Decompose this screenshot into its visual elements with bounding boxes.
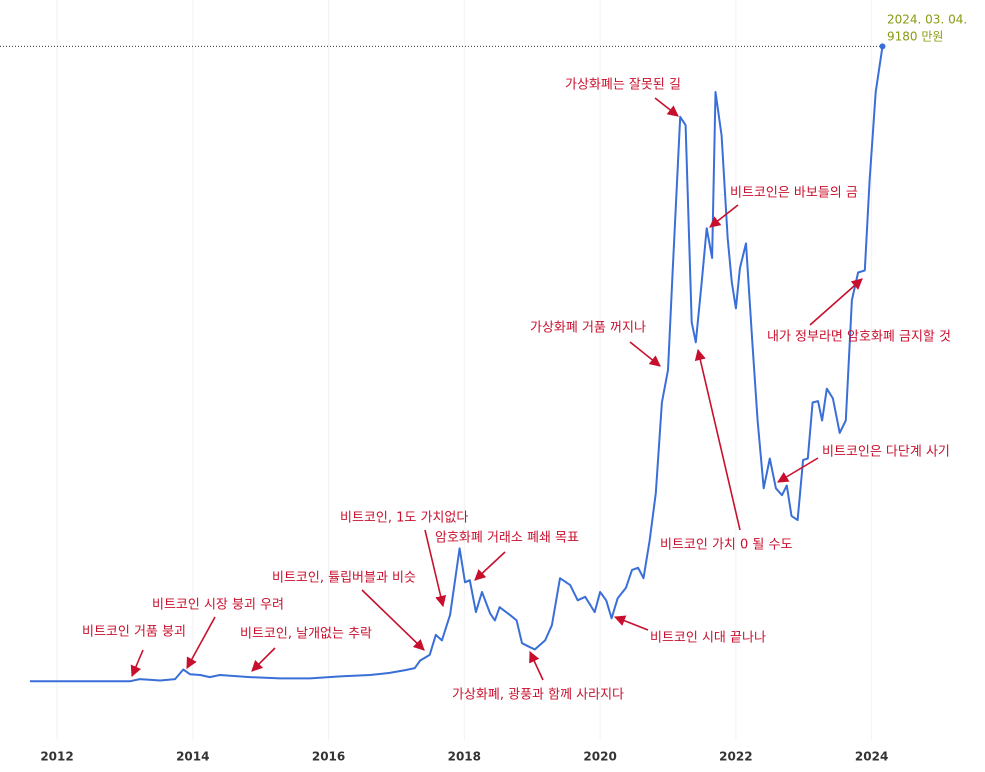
annotation: 내가 정부라면 암호화폐 금지할 것 <box>767 330 951 345</box>
x-tick-label: 2016 <box>312 750 345 764</box>
peak-point <box>879 43 886 50</box>
annotation-arrow <box>654 97 679 117</box>
annotation-arrow <box>777 457 819 483</box>
annotation: 비트코인 거품 붕괴 <box>82 625 186 640</box>
x-tick-label: 2020 <box>583 750 616 764</box>
annotation: 암호화폐 거래소 폐쇄 목표 <box>435 531 579 546</box>
annotation-arrow <box>130 649 144 678</box>
price-line <box>29 46 884 683</box>
x-tick-label: 2018 <box>448 750 481 764</box>
x-tick-label: 2022 <box>719 750 752 764</box>
annotation-arrow <box>709 204 739 228</box>
annotation-arrow <box>474 551 506 581</box>
annotation: 비트코인 시대 끝나나 <box>650 631 766 646</box>
annotation-arrow <box>251 647 276 672</box>
x-tick-label: 2024 <box>855 750 888 764</box>
annotation: 비트코인은 바보들의 금 <box>730 186 858 201</box>
annotation-arrow <box>186 616 216 669</box>
annotation: 가상화폐, 광풍과 함께 사라지다 <box>452 688 624 703</box>
annotation: 가상화폐 거품 꺼지나 <box>530 321 646 336</box>
annotation: 비트코인 시장 붕괴 우려 <box>152 598 284 613</box>
annotation: 비트코인 가치 0 될 수도 <box>660 538 792 553</box>
annotation: 비트코인은 다단계 사기 <box>822 445 950 460</box>
peak-date: 2024. 03. 04. <box>887 13 967 27</box>
x-tick-label: 2012 <box>40 750 73 764</box>
annotation-arrow <box>529 650 544 681</box>
annotation-arrow <box>629 341 661 367</box>
annotation-arrow <box>613 615 649 631</box>
annotation-arrow <box>809 278 863 326</box>
annotation: 비트코인, 날개없는 추락 <box>240 627 372 642</box>
peak-value: 9180 만원 <box>887 30 943 44</box>
annotation-arrow <box>361 589 425 651</box>
x-tick-label: 2014 <box>176 750 209 764</box>
annotation: 비트코인, 튤립버블과 비슷 <box>272 571 416 586</box>
annotation-arrow <box>424 529 447 608</box>
annotation: 가상화폐는 잘못된 길 <box>565 78 681 93</box>
annotation: 비트코인, 1도 가치없다 <box>340 511 468 526</box>
annotation-arrow <box>694 348 741 531</box>
